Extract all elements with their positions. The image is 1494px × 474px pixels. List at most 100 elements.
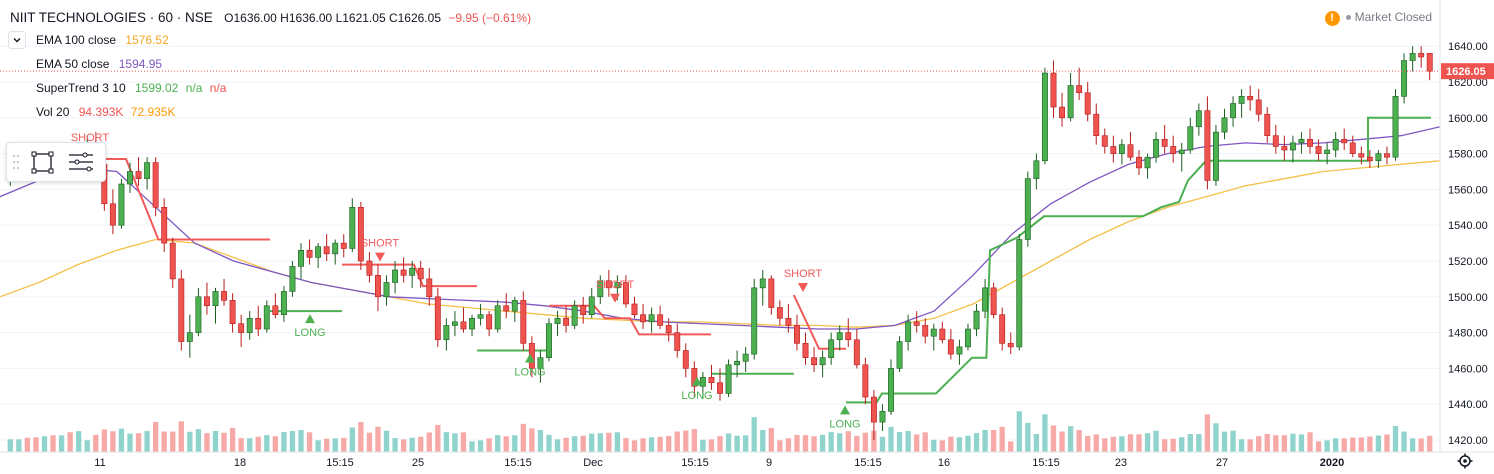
volume-bar (794, 435, 800, 452)
drag-handle-icon[interactable] (13, 155, 19, 169)
time-axis[interactable]: 11 18 15:15 25 15:15 Dec 15:15 9 15:15 16 15:15 23 2… (0, 451, 1494, 469)
candle-body (1272, 135, 1279, 147)
object-tree-icon[interactable] (69, 152, 93, 172)
volume-bar (435, 424, 441, 452)
candle-body (144, 162, 151, 179)
candle-body (263, 305, 270, 330)
volume-bar (939, 440, 945, 452)
price-axis[interactable]: 1640.00 1620.00 1600.00 1580.00 1560.00 1540.… (1439, 0, 1494, 452)
volume-legend[interactable]: Vol 20 94.393K 72.935K (36, 105, 176, 119)
candle-body (742, 353, 749, 362)
time-tick-label: 2020 (1320, 457, 1344, 469)
price-tick-label: 1620.00 (1448, 77, 1488, 89)
volume-bar (16, 439, 22, 452)
candle-body (1349, 142, 1356, 154)
volume-bar (418, 436, 424, 452)
candle-body (588, 296, 595, 315)
candle-body (238, 323, 245, 333)
candle-body (1204, 110, 1211, 181)
volume-bar (1127, 434, 1134, 452)
candle-body (537, 357, 544, 369)
ema100-value: 1576.52 (125, 33, 169, 47)
volume-bar (828, 432, 834, 452)
volume-bar (221, 432, 227, 452)
volume-bar (204, 433, 210, 452)
floating-drawing-toolbar[interactable] (6, 142, 106, 182)
candle-body (1084, 92, 1091, 115)
market-status-text: Market Closed (1354, 10, 1432, 24)
settings-gear-icon[interactable] (1457, 453, 1473, 469)
volume-bar (708, 439, 715, 452)
price-tick-label: 1560.00 (1448, 184, 1488, 196)
time-tick-label: 15:15 (504, 457, 532, 469)
volume-bar (306, 432, 313, 452)
candle-body (956, 346, 963, 355)
candle-body (768, 278, 775, 308)
price-tick-label: 1440.00 (1448, 399, 1488, 411)
volume-bar (118, 428, 125, 452)
candle-body (169, 242, 176, 280)
volume-bar (460, 432, 467, 452)
candle-body (1076, 85, 1083, 94)
volume-bar (1298, 434, 1305, 452)
volume-bar (7, 439, 13, 452)
volume-bar (1409, 438, 1416, 452)
supertrend-legend[interactable]: SuperTrend 3 10 1599.02 n/a n/a (36, 81, 226, 95)
price-tick-label: 1500.00 (1448, 292, 1488, 304)
candle-body (135, 171, 142, 179)
candle-body (315, 246, 322, 258)
volume-bar (110, 431, 116, 452)
supertrend-value: 1599.02 (134, 81, 179, 95)
ema100-label: EMA 100 close (36, 33, 117, 47)
price-tick-label: 1480.00 (1448, 328, 1488, 340)
volume-bar (1273, 435, 1279, 452)
candle-body (400, 269, 407, 276)
volume-bar (289, 431, 296, 452)
volume-bar (700, 439, 706, 452)
legend-collapse-button[interactable] (8, 31, 26, 49)
candle-body (622, 282, 629, 305)
candle-body (614, 282, 621, 289)
candle-body (255, 317, 262, 330)
volume-bar (1333, 438, 1339, 452)
candle-body (708, 377, 715, 384)
candle-body (1221, 117, 1228, 133)
ema50-legend[interactable]: EMA 50 close 1594.95 (36, 57, 162, 71)
time-tick-label: 25 (412, 457, 424, 469)
long-arrow-icon (305, 314, 315, 324)
volume-bar (1367, 436, 1373, 452)
volume-bar (777, 440, 783, 452)
warning-icon[interactable]: ! (1324, 11, 1340, 26)
candle-body (665, 325, 672, 333)
candle-body (109, 203, 116, 226)
candle-body (862, 364, 869, 398)
volume-bar (845, 431, 851, 452)
volume-bar (486, 438, 492, 452)
candle-body (657, 314, 664, 326)
candle-body (152, 162, 159, 208)
candle-body (1392, 96, 1399, 158)
volume-bar (1204, 414, 1211, 452)
volume-bar (24, 437, 31, 452)
candle-body (734, 360, 741, 366)
candle-body (1366, 156, 1373, 162)
volume-bar (1102, 438, 1108, 452)
volume-bar (999, 426, 1005, 452)
volume-bar (135, 433, 142, 452)
volume-bar (1230, 430, 1236, 452)
candle-body (794, 325, 800, 344)
candle-body (811, 357, 818, 366)
market-status[interactable]: ! Market Closed (1324, 10, 1432, 26)
volume-bar (452, 433, 458, 452)
short-label: SHORT (596, 279, 635, 291)
rectangle-select-icon[interactable] (31, 151, 54, 174)
ema100-legend[interactable]: EMA 100 close 1576.52 (36, 33, 169, 47)
candle-body (340, 242, 347, 249)
volume-bar (229, 427, 236, 452)
candle-body (1307, 138, 1313, 147)
volume-bar (896, 432, 903, 452)
candle-body (990, 287, 997, 316)
volume-bar (751, 417, 757, 452)
volume-bar (469, 441, 475, 452)
